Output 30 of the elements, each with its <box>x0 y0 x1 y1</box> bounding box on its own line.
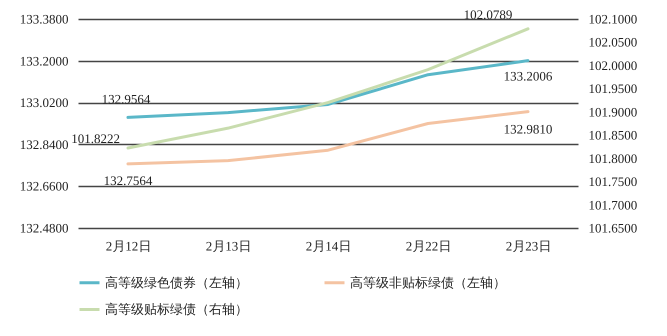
y2-tick-label: 102.0000 <box>588 58 638 73</box>
x-tick-label: 2月13日 <box>206 238 252 254</box>
y2-tick-label: 101.9000 <box>588 104 638 120</box>
legend-label: 高等级非贴标绿债（左轴） <box>350 274 506 290</box>
y-tick-label: 132.8400 <box>20 136 68 152</box>
x-tick-label: 2月23日 <box>506 238 552 254</box>
x-tick-label: 2月22日 <box>406 238 452 254</box>
y2-tick-label: 101.7500 <box>588 174 638 190</box>
y-tick-label: 133.3800 <box>20 12 68 26</box>
x-tick-label: 2月14日 <box>306 238 352 254</box>
y2-tick-label: 101.7000 <box>588 197 638 212</box>
data-label: 132.7564 <box>104 172 153 188</box>
data-label: 132.9564 <box>102 91 151 106</box>
y2-tick-label: 101.9500 <box>588 81 638 96</box>
y-tick-label: 132.6600 <box>20 178 68 194</box>
y2-tick-label: 102.0500 <box>588 34 638 50</box>
y2-tick-label: 101.8000 <box>588 150 638 166</box>
data-label: 101.8222 <box>71 131 120 146</box>
legend-label: 高等级贴标绿债（右轴） <box>105 302 248 316</box>
y-tick-label: 133.2000 <box>20 53 68 68</box>
y2-tick-label: 101.8500 <box>588 128 638 143</box>
x-tick-label: 2月12日 <box>106 238 152 254</box>
y-tick-label: 132.4800 <box>20 220 68 236</box>
y-tick-label: 133.0200 <box>20 95 68 110</box>
y2-tick-label: 102.1000 <box>588 12 638 26</box>
legend-label: 高等级绿色债券（左轴） <box>105 274 248 290</box>
data-label: 102.0789 <box>464 6 512 22</box>
data-label: 132.9810 <box>504 122 552 137</box>
y2-tick-label: 101.6500 <box>588 220 638 236</box>
data-label: 133.2006 <box>504 68 553 84</box>
